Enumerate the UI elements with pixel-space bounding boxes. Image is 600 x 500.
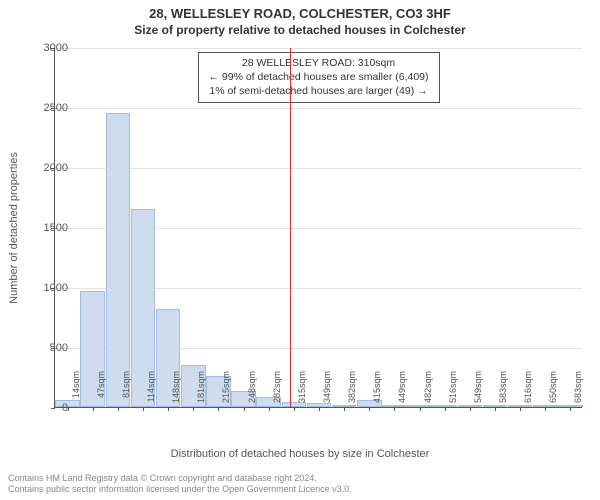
footer-line-1: Contains HM Land Registry data © Crown c… (8, 473, 592, 485)
y-tick-label: 0 (28, 402, 68, 414)
grid-line (55, 108, 582, 109)
plot-area: 28 WELLESLEY ROAD: 310sqm ← 99% of detac… (54, 48, 582, 408)
x-tick-label: 148sqm (171, 371, 181, 413)
x-tick-mark (545, 407, 546, 411)
footer-line-2: Contains public sector information licen… (8, 484, 592, 496)
x-tick-label: 650sqm (548, 371, 558, 413)
x-tick-label: 449sqm (397, 371, 407, 413)
x-tick-mark (168, 407, 169, 411)
x-tick-mark (495, 407, 496, 411)
x-tick-mark (244, 407, 245, 411)
x-tick-label: 382sqm (347, 371, 357, 413)
x-tick-label: 248sqm (247, 371, 257, 413)
x-tick-mark (93, 407, 94, 411)
annotation-line-2: ← 99% of detached houses are smaller (6,… (208, 70, 428, 84)
x-tick-label: 315sqm (297, 371, 307, 413)
x-tick-label: 415sqm (372, 371, 382, 413)
x-tick-mark (218, 407, 219, 411)
x-tick-mark (344, 407, 345, 411)
x-tick-mark (570, 407, 571, 411)
x-tick-label: 81sqm (121, 371, 131, 413)
x-tick-mark (470, 407, 471, 411)
x-tick-mark (520, 407, 521, 411)
x-tick-label: 114sqm (146, 371, 156, 413)
grid-line (55, 168, 582, 169)
x-tick-label: 583sqm (498, 371, 508, 413)
x-tick-label: 482sqm (423, 371, 433, 413)
chart-title-sub: Size of property relative to detached ho… (0, 21, 600, 37)
footer-note: Contains HM Land Registry data © Crown c… (8, 473, 592, 496)
x-tick-label: 349sqm (322, 371, 332, 413)
x-tick-mark (269, 407, 270, 411)
x-tick-label: 683sqm (573, 371, 583, 413)
y-tick-label: 1000 (28, 282, 68, 294)
x-tick-mark (420, 407, 421, 411)
y-tick-label: 2000 (28, 162, 68, 174)
x-tick-label: 215sqm (221, 371, 231, 413)
x-tick-mark (394, 407, 395, 411)
x-tick-mark (143, 407, 144, 411)
y-tick-label: 3000 (28, 42, 68, 54)
x-tick-label: 181sqm (196, 371, 206, 413)
histogram-bar (106, 113, 131, 407)
x-tick-label: 549sqm (473, 371, 483, 413)
x-tick-label: 47sqm (96, 371, 106, 413)
y-tick-label: 1500 (28, 222, 68, 234)
x-tick-label: 282sqm (272, 371, 282, 413)
x-tick-label: 516sqm (448, 371, 458, 413)
y-tick-label: 500 (28, 342, 68, 354)
x-tick-label: 14sqm (71, 371, 81, 413)
x-tick-mark (445, 407, 446, 411)
x-tick-mark (193, 407, 194, 411)
annotation-box: 28 WELLESLEY ROAD: 310sqm ← 99% of detac… (197, 52, 439, 103)
y-axis-label: Number of detached properties (8, 152, 20, 304)
marker-line (290, 48, 291, 407)
x-tick-mark (118, 407, 119, 411)
annotation-line-3: 1% of semi-detached houses are larger (4… (208, 84, 428, 98)
x-tick-mark (319, 407, 320, 411)
chart-title-main: 28, WELLESLEY ROAD, COLCHESTER, CO3 3HF (0, 0, 600, 21)
annotation-line-1: 28 WELLESLEY ROAD: 310sqm (208, 56, 428, 70)
x-axis-label: Distribution of detached houses by size … (0, 448, 600, 460)
y-tick-label: 2500 (28, 102, 68, 114)
chart-container: 28, WELLESLEY ROAD, COLCHESTER, CO3 3HF … (0, 0, 600, 500)
x-tick-mark (294, 407, 295, 411)
grid-line (55, 48, 582, 49)
x-tick-mark (369, 407, 370, 411)
x-tick-label: 616sqm (523, 371, 533, 413)
